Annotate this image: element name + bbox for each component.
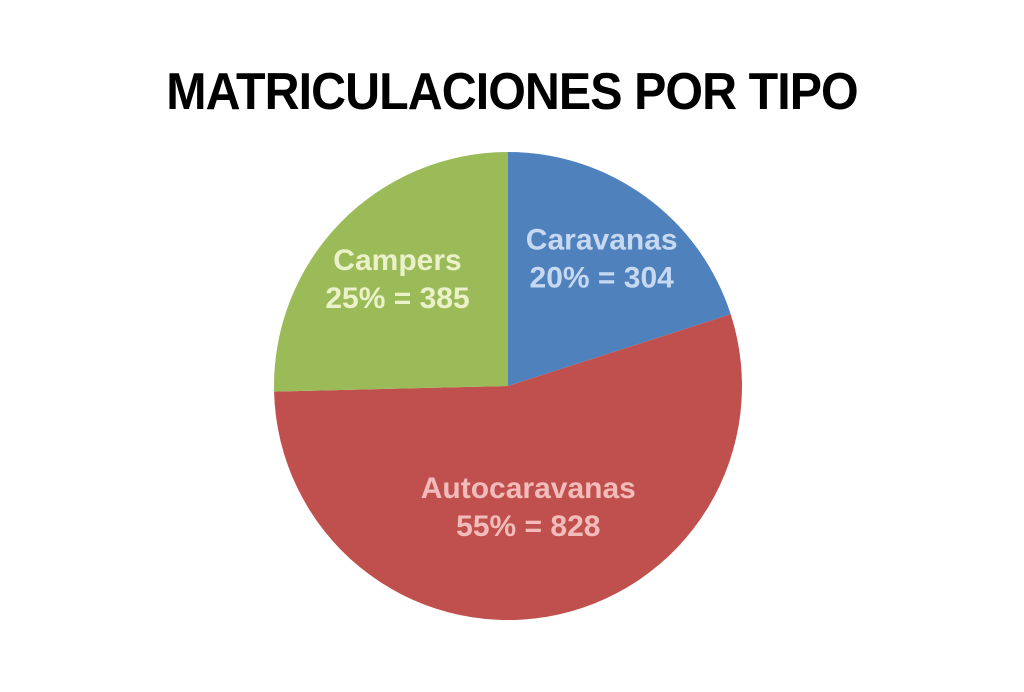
slice-label-campers: Campers — [333, 244, 461, 277]
pie-slice-caravanas — [508, 152, 731, 386]
pie-slice-campers — [273, 152, 508, 392]
pie-slices — [273, 152, 742, 620]
slice-value-campers: 25% = 385 — [325, 282, 469, 315]
pie-slice-autocaravanas — [274, 314, 742, 620]
slice-value-caravanas: 20% = 304 — [530, 261, 675, 294]
chart-title: MATRICULACIONES POR TIPO — [166, 63, 858, 121]
slice-label-autocaravanas: Autocaravanas — [421, 472, 636, 505]
slice-value-autocaravanas: 55% = 828 — [456, 510, 600, 543]
slice-label-caravanas: Caravanas — [526, 223, 678, 256]
pie-labels: Caravanas 20% = 304 Autocaravanas 55% = 828… — [325, 223, 677, 543]
